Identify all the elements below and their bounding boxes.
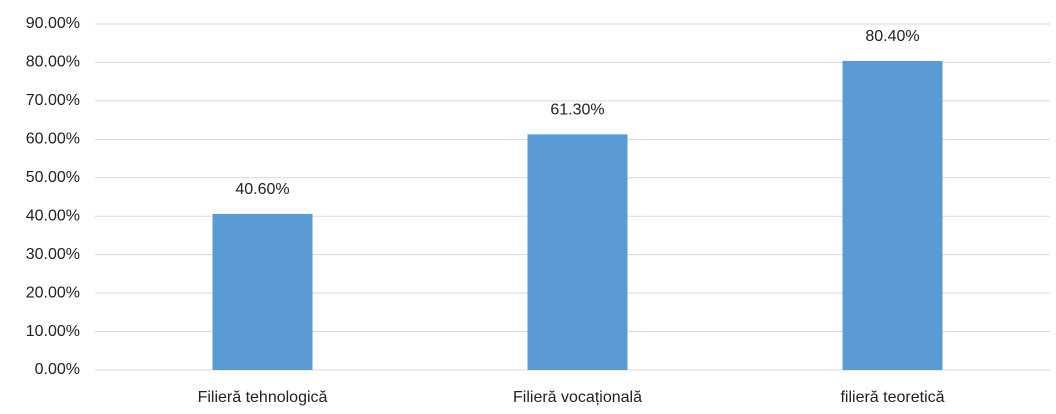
y-tick-label: 80.00% [26, 54, 80, 71]
bar [212, 213, 313, 370]
y-tick-label: 0.00% [35, 361, 80, 378]
y-tick-label: 60.00% [26, 131, 80, 148]
bar [842, 60, 943, 370]
y-tick-label: 10.00% [26, 323, 80, 340]
y-tick-label: 20.00% [26, 284, 80, 301]
value-label: 40.60% [235, 181, 289, 198]
y-tick-label: 50.00% [26, 169, 80, 186]
y-tick-label: 40.00% [26, 207, 80, 224]
y-tick-label: 30.00% [26, 246, 80, 263]
value-label: 80.40% [865, 28, 919, 45]
y-tick-label: 70.00% [26, 92, 80, 109]
x-tick-label: Filieră tehnologică [198, 389, 328, 406]
bar [527, 134, 628, 370]
x-tick-label: filieră teoretică [840, 389, 944, 406]
x-tick-label: Filieră vocațională [513, 389, 642, 406]
y-tick-label: 90.00% [26, 15, 80, 32]
value-label: 61.30% [550, 102, 604, 119]
